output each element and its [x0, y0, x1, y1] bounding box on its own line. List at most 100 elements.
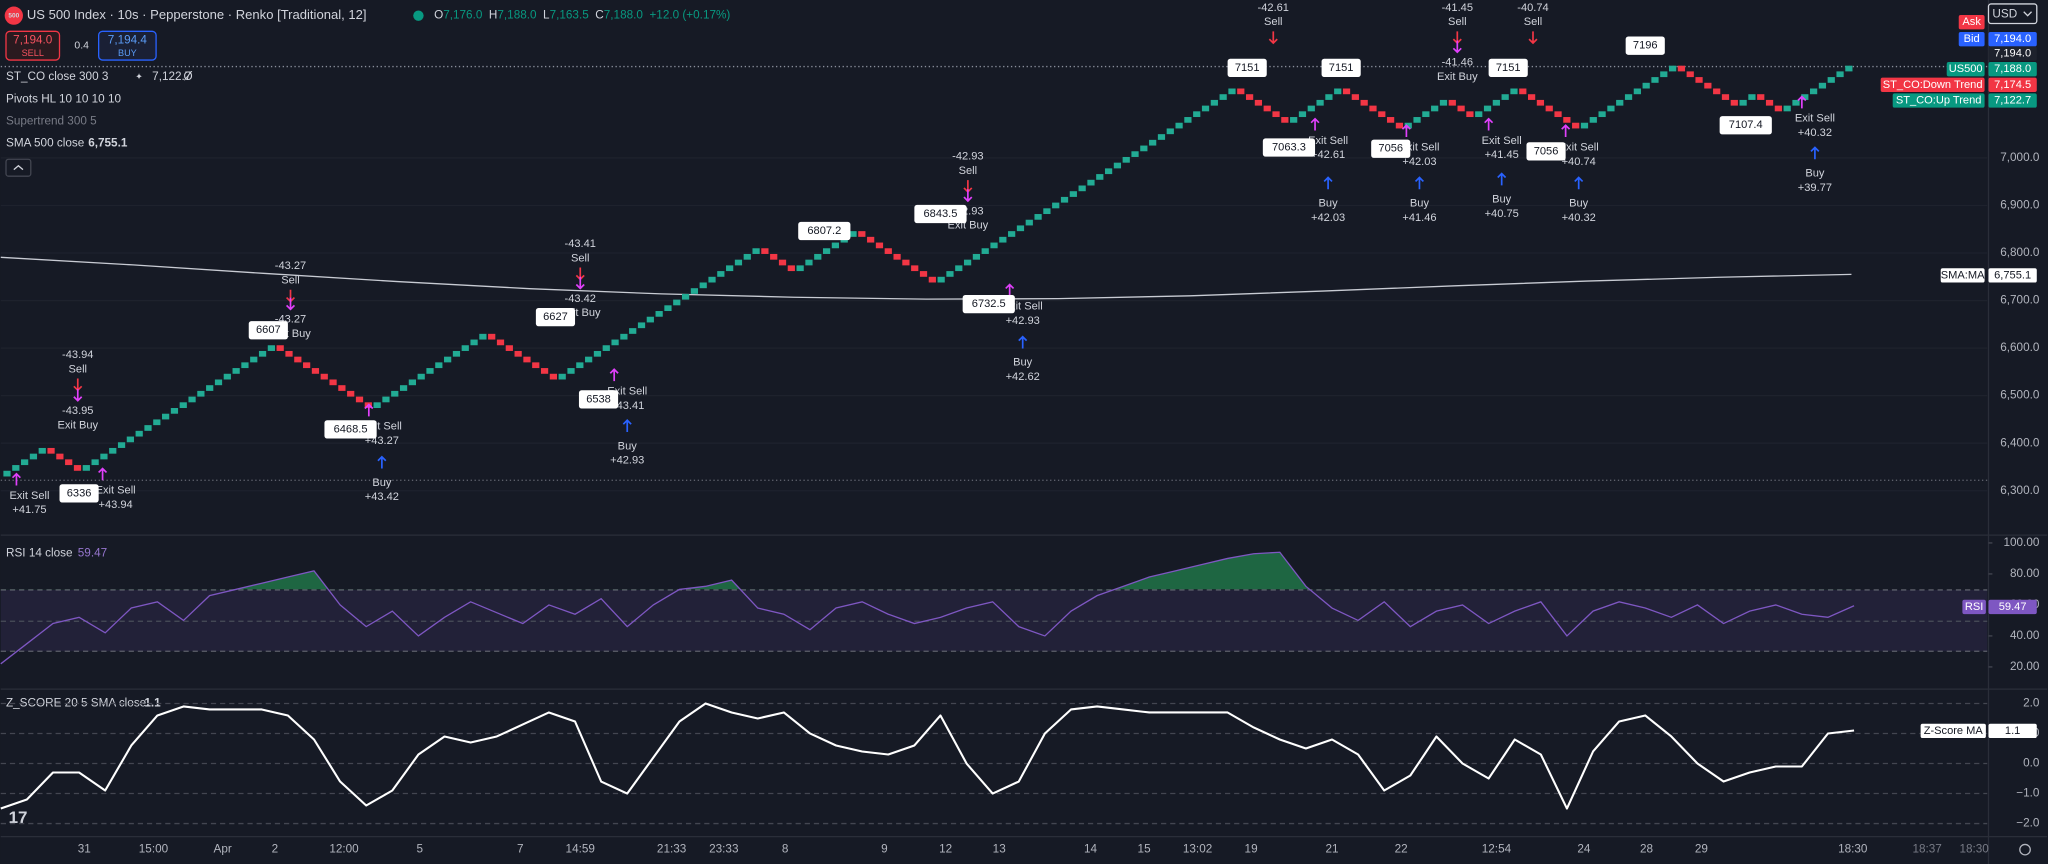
renko-brick	[1210, 99, 1218, 106]
renko-brick	[144, 425, 152, 431]
buy-arrow	[1018, 335, 1028, 349]
annotation: Sell	[1448, 16, 1466, 28]
renko-brick	[514, 350, 522, 357]
renko-brick	[373, 402, 381, 409]
renko-brick	[1386, 117, 1395, 123]
renko-brick	[1298, 111, 1307, 118]
renko-brick	[1122, 156, 1130, 163]
renko-brick	[1501, 94, 1509, 100]
sell-button[interactable]	[5, 30, 61, 61]
pivot-label: 7107.4	[1729, 119, 1763, 131]
indicator-value: 6,755.1	[88, 137, 128, 150]
renko-brick	[576, 362, 584, 369]
renko-brick	[1316, 99, 1324, 106]
annotation: -42.93	[952, 205, 983, 217]
sell-arrow	[285, 297, 296, 311]
renko-brick	[1378, 111, 1386, 118]
buy-price[interactable]: 7,194.4	[108, 34, 148, 47]
renko-brick	[29, 453, 38, 460]
renko-brick	[1607, 105, 1615, 112]
pivot-label-box	[248, 321, 288, 340]
renko-brick	[1140, 145, 1148, 152]
renko-brick	[1624, 94, 1633, 100]
indicator-value: 7,122.7	[152, 70, 191, 83]
renko-brick	[1228, 88, 1236, 95]
sell-arrow	[73, 388, 83, 402]
renko-brick	[743, 253, 751, 260]
time-label: 5	[416, 843, 423, 856]
settings-icon[interactable]: ✦	[135, 71, 143, 81]
renko-brick	[972, 253, 981, 260]
annotation: Sell	[571, 252, 589, 264]
renko-brick	[1598, 111, 1606, 118]
ohlc-label: L	[543, 9, 550, 22]
pivot-label: 6607	[256, 324, 281, 336]
buy-arrow	[1401, 124, 1411, 138]
renko-brick	[778, 259, 787, 266]
currency[interactable]: USD	[1992, 7, 2017, 20]
rsi-legend-value: 59.47	[78, 546, 107, 559]
indicator-name: SMA 500 close	[6, 137, 84, 150]
pivot-label: 7151	[1329, 62, 1354, 74]
time-label: 14	[1084, 843, 1098, 856]
currency-button[interactable]	[1987, 3, 2038, 25]
annotation: +43.41	[610, 400, 644, 412]
renko-brick	[1527, 94, 1536, 100]
pivot-label: 7196	[1633, 40, 1658, 52]
renko-brick	[1580, 122, 1589, 129]
buy-arrow	[1484, 117, 1494, 131]
renko-brick	[1642, 82, 1650, 89]
price-tag	[1940, 268, 1985, 283]
ohlc: O7,176.0 H7,188.0 L7,163.5 C7,188.0 +12.0 (+…	[434, 9, 730, 22]
price-tag-text: 7,194.0	[1994, 33, 2031, 45]
annotation: -42.93	[952, 151, 983, 163]
sell-arrow	[575, 276, 585, 290]
tv-logo[interactable]: 17	[9, 808, 28, 827]
renko-brick	[1184, 117, 1192, 123]
renko-brick	[981, 248, 989, 254]
renko-brick	[1448, 99, 1456, 106]
renko-brick	[303, 362, 311, 369]
collapse-icon	[13, 164, 24, 171]
buy-arrow	[622, 419, 632, 432]
price-tag-text: US500	[1949, 63, 1983, 75]
renko-brick	[558, 373, 566, 380]
renko-brick	[1730, 99, 1738, 106]
z-tick-label: 0.0	[2023, 757, 2040, 770]
price-tag	[1988, 93, 2037, 108]
renko-brick	[1060, 196, 1069, 203]
time-label: 21:33	[657, 843, 687, 856]
collapse-button[interactable]	[5, 158, 32, 177]
renko-brick	[867, 236, 875, 243]
renko-brick	[250, 356, 258, 363]
annotation: Buy	[372, 477, 392, 489]
annotation: Buy	[618, 440, 638, 452]
renko-brick	[831, 242, 840, 249]
renko-brick	[858, 231, 866, 237]
annotation: Exit Buy	[1437, 71, 1478, 83]
renko-brick	[1104, 168, 1113, 175]
rsi-tick-label: 100.00	[2003, 536, 2039, 549]
sell-price[interactable]: 7,194.0	[13, 34, 53, 47]
price-tick-label: 6,800.0	[2000, 246, 2040, 259]
pivot-label-box	[535, 308, 576, 327]
pivot-label-box	[962, 294, 1015, 314]
buy-arrow	[1414, 176, 1424, 190]
renko-brick	[805, 259, 813, 266]
renko-brick	[1457, 105, 1465, 112]
settings-gear[interactable]	[2019, 843, 2031, 856]
time-label: 24	[1577, 843, 1591, 856]
time-label: 21	[1325, 843, 1338, 856]
buy-label[interactable]: BUY	[118, 48, 137, 58]
price-tag	[1958, 15, 1985, 30]
annotation: +41.46	[1402, 212, 1436, 224]
renko-brick	[1572, 122, 1580, 129]
renko-brick	[1439, 99, 1448, 106]
buy-button[interactable]	[98, 30, 157, 61]
annotation: -41.45	[1442, 2, 1473, 14]
renko-brick	[752, 248, 760, 254]
price-tag	[1988, 723, 2037, 739]
pivot-label: 7056	[1378, 143, 1403, 155]
sell-label[interactable]: SELL	[22, 48, 44, 58]
renko-brick	[1237, 88, 1245, 95]
